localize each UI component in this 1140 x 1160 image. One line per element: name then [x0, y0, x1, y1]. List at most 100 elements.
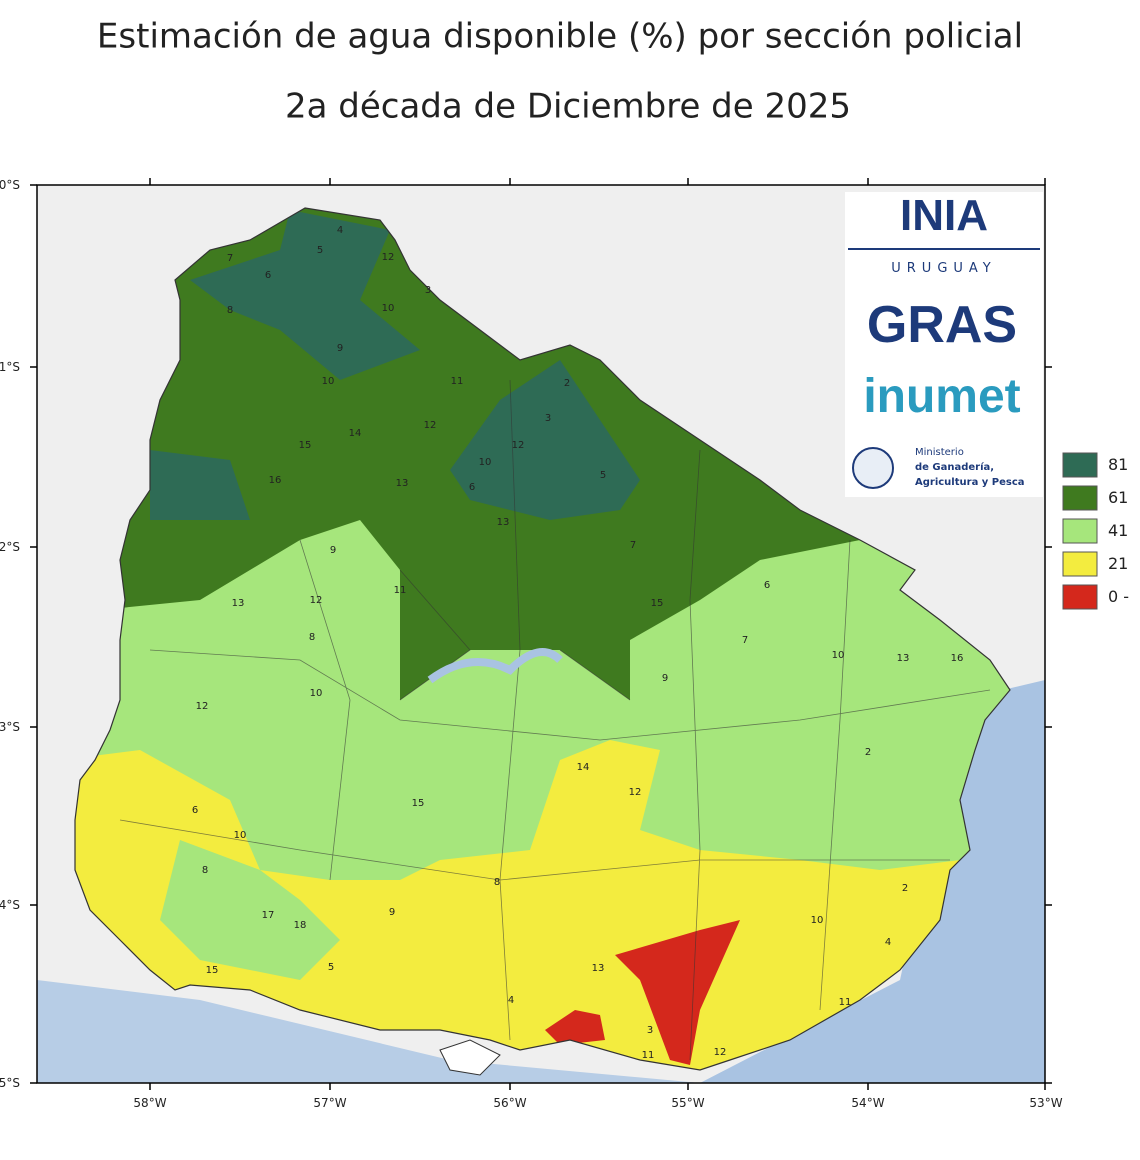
section-label: 15: [206, 965, 219, 976]
section-label: 3: [425, 285, 431, 296]
lat-label: 33°S: [0, 720, 20, 734]
section-label: 3: [647, 1025, 653, 1036]
title: Estimación de agua disponible (%) por se…: [97, 17, 1023, 57]
section-label: 6: [265, 270, 271, 281]
lat-label: 32°S: [0, 540, 20, 554]
zone: [150, 450, 250, 520]
section-label: 5: [317, 245, 323, 256]
subtitle: 2a década de Diciembre de 2025: [285, 87, 851, 127]
section-label: 17: [262, 910, 275, 921]
zone: [160, 840, 340, 980]
section-label: 7: [227, 253, 233, 264]
river-plate: [37, 980, 700, 1083]
legend-swatch: [1062, 452, 1098, 478]
section-label: 12: [196, 701, 209, 712]
section-borders: [119, 379, 991, 1061]
section-label: 6: [192, 805, 198, 816]
section-label: 5: [328, 962, 334, 973]
lon-label: 55°W: [671, 1096, 704, 1110]
legend-label: 81: [1108, 455, 1128, 474]
section-label: 11: [642, 1050, 655, 1061]
logo-gras: GRAS: [867, 296, 1017, 354]
legend-swatch: [1062, 485, 1098, 511]
section-label: 18: [294, 920, 307, 931]
section-label: 13: [396, 478, 409, 489]
section-label: 4: [885, 937, 891, 948]
section-label: 10: [310, 688, 323, 699]
section-label: 3: [545, 413, 551, 424]
section-label: 11: [394, 585, 407, 596]
axis-labels: 58°W 57°W 56°W 55°W 54°W 53°W 30°S 31°S …: [0, 178, 1063, 1110]
section-label: 9: [662, 673, 668, 684]
section-label: 11: [451, 376, 464, 387]
section-label: 6: [764, 580, 770, 591]
section-label: 7: [630, 540, 636, 551]
section-label: 13: [592, 963, 605, 974]
section-label: 13: [897, 653, 910, 664]
section-label: 10: [832, 650, 845, 661]
section-label: 12: [714, 1047, 727, 1058]
section-label: 10: [382, 303, 395, 314]
coat-of-arms: [852, 447, 894, 489]
section-label: 15: [651, 598, 664, 609]
section-label: 14: [577, 762, 590, 773]
lat-label: 35°S: [0, 1076, 20, 1090]
logos: INIA URUGUAY GRAS inumet Ministerio de G…: [845, 191, 1043, 497]
legend-label: 61: [1108, 488, 1128, 507]
legend-label: 41: [1108, 521, 1128, 540]
section-label: 5: [600, 470, 606, 481]
logo-ministerio: de Ganadería,: [915, 461, 994, 473]
section-label: 8: [309, 632, 315, 643]
legend-label: 21: [1108, 554, 1128, 573]
tick-marks: [30, 178, 1052, 1090]
legend-swatch: [1062, 584, 1098, 610]
section-label: 6: [469, 482, 475, 493]
montevideo: [439, 1039, 501, 1076]
lat-label: 30°S: [0, 178, 20, 192]
legend-swatch: [1062, 518, 1098, 544]
section-label: 9: [337, 343, 343, 354]
lon-label: 56°W: [493, 1096, 526, 1110]
lon-label: 54°W: [851, 1096, 884, 1110]
logo-inia: INIA: [900, 191, 988, 240]
section-label: 11: [839, 997, 852, 1008]
section-label: 12: [382, 252, 395, 263]
section-label: 10: [479, 457, 492, 468]
section-label: 14: [349, 428, 362, 439]
lat-label: 31°S: [0, 360, 20, 374]
section-label: 8: [227, 305, 233, 316]
logo-ministerio: Ministerio: [915, 447, 964, 458]
logo-panel: [845, 192, 1043, 497]
section-label: 12: [512, 440, 525, 451]
section-label: 15: [299, 440, 312, 451]
reservoir: [427, 648, 563, 684]
lon-label: 53°W: [1029, 1096, 1062, 1110]
section-label: 2: [902, 883, 908, 894]
zone: [450, 360, 640, 520]
section-label: 13: [497, 517, 510, 528]
zone: [615, 920, 740, 1065]
section-label: 10: [322, 376, 335, 387]
section-label: 9: [389, 907, 395, 918]
map-frame: [36, 184, 1046, 1084]
section-label: 12: [424, 420, 437, 431]
lat-label: 34°S: [0, 898, 20, 912]
section-label: 8: [202, 865, 208, 876]
logo-inumet: inumet: [863, 370, 1020, 423]
logo-ministerio: Agricultura y Pesca: [915, 477, 1025, 488]
section-label: 2: [564, 378, 570, 389]
zone: [545, 1010, 605, 1045]
lon-label: 57°W: [313, 1096, 346, 1110]
section-labels: 4 7 6 5 12 3 8 10 9 11 10 15 14 12 13 16…: [192, 225, 964, 1061]
section-label: 10: [234, 830, 247, 841]
section-label: 2: [865, 747, 871, 758]
legend-label: 0 -: [1108, 587, 1129, 606]
lon-label: 58°W: [133, 1096, 166, 1110]
section-label: 8: [494, 877, 500, 888]
legend: 81 61 41 21 0 -: [1062, 452, 1129, 610]
zone: [190, 210, 420, 380]
section-label: 9: [330, 545, 336, 556]
section-label: 12: [310, 595, 323, 606]
